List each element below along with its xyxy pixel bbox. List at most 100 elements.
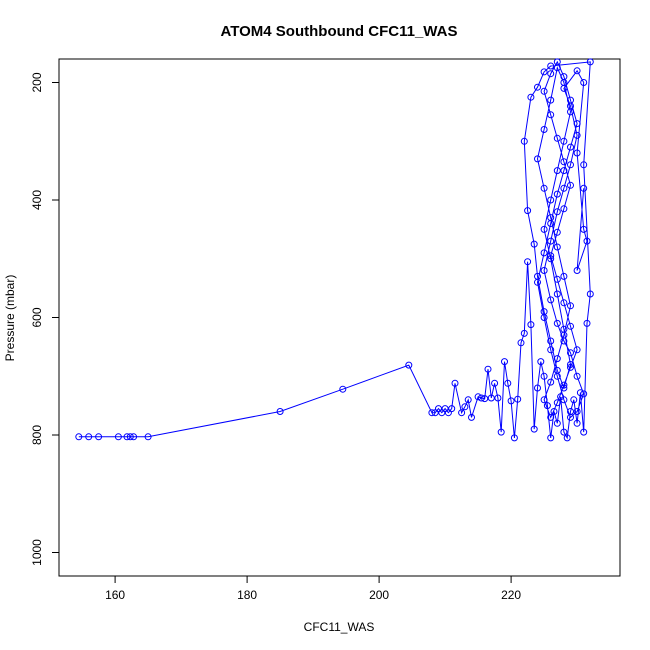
data-point [547, 434, 555, 442]
data-point [567, 143, 574, 151]
data-point [573, 267, 581, 274]
data-point [553, 134, 561, 142]
data-point [514, 395, 522, 403]
data-point [524, 207, 532, 215]
data-point [540, 184, 548, 192]
data-point [540, 126, 548, 133]
chart-title: ATOM4 Southbound CFC11_WAS [221, 23, 458, 40]
data-point [573, 346, 581, 354]
data-point [586, 290, 594, 298]
data-point [530, 240, 538, 248]
data-point [540, 396, 548, 404]
data-point [550, 408, 558, 415]
data-point [547, 237, 555, 245]
y-tick-label: 600 [30, 307, 44, 327]
data-point [553, 419, 561, 427]
data-point [553, 319, 561, 327]
data-point [563, 434, 571, 442]
data-point [481, 395, 489, 403]
data-point [553, 243, 561, 251]
data-point [567, 302, 574, 310]
data-point [560, 384, 568, 392]
data-point [553, 228, 561, 236]
x-axis-label: CFC11_WAS [304, 620, 375, 634]
data-point [547, 220, 555, 227]
data-point [573, 372, 581, 380]
data-point [567, 363, 574, 371]
x-tick-label: 200 [369, 588, 389, 602]
data-point [580, 161, 588, 169]
data-point [540, 87, 548, 95]
data-point [560, 184, 568, 192]
data-point [547, 252, 555, 260]
data-point [573, 67, 581, 75]
data-point [534, 83, 541, 91]
data-point [487, 394, 495, 402]
data-point [580, 184, 588, 192]
data-point [540, 225, 548, 233]
x-tick-label: 180 [237, 588, 257, 602]
data-point [580, 428, 588, 436]
data-point [567, 181, 574, 189]
data-point [560, 137, 568, 145]
data-point [114, 433, 122, 441]
data-point [540, 372, 548, 380]
data-point [428, 409, 436, 417]
data-point [573, 419, 581, 427]
data-point [547, 413, 555, 421]
data-point [339, 385, 347, 393]
data-point [580, 225, 588, 233]
data-point [547, 111, 555, 119]
data-point [580, 79, 588, 86]
data-point [451, 379, 459, 387]
data-point [547, 337, 555, 345]
data-point [123, 433, 131, 441]
data-point [553, 399, 561, 407]
y-tick-label: 200 [30, 72, 44, 92]
data-point [491, 379, 499, 387]
data-point [583, 319, 591, 327]
data-point [461, 403, 469, 411]
data-point [543, 402, 551, 410]
data-point [540, 68, 548, 76]
data-point [560, 205, 568, 213]
data-point [553, 355, 561, 363]
data-point [520, 329, 528, 337]
data-point [553, 208, 561, 216]
y-axis-label: Pressure (mbar) [3, 275, 17, 362]
data-point [567, 349, 574, 357]
data-point [547, 196, 555, 204]
data-point [547, 70, 555, 78]
data-point [527, 93, 535, 101]
data-point [520, 137, 528, 145]
data-point [75, 433, 83, 441]
data-point [567, 161, 574, 169]
data-point [458, 409, 466, 417]
data-point [573, 120, 581, 128]
data-point [507, 397, 515, 405]
data-point [583, 237, 591, 245]
y-tick-label: 1000 [30, 539, 44, 566]
data-point [527, 321, 535, 329]
data-point [560, 299, 568, 307]
data-point [547, 62, 555, 70]
data-point [144, 433, 152, 441]
series-line [78, 60, 591, 440]
data-point [540, 314, 548, 321]
data-point [547, 346, 555, 354]
data-point [560, 428, 568, 436]
data-point [517, 339, 525, 347]
data-point [534, 384, 541, 392]
x-tick-label: 220 [501, 588, 521, 602]
data-point [567, 322, 574, 330]
data-point [573, 131, 581, 139]
data-point [547, 296, 555, 304]
data-point [501, 358, 508, 366]
data-point [553, 58, 561, 66]
data-point [573, 149, 581, 157]
data-point [553, 167, 561, 175]
data-point [484, 365, 492, 373]
data-point [534, 155, 541, 163]
data-point [504, 379, 512, 387]
